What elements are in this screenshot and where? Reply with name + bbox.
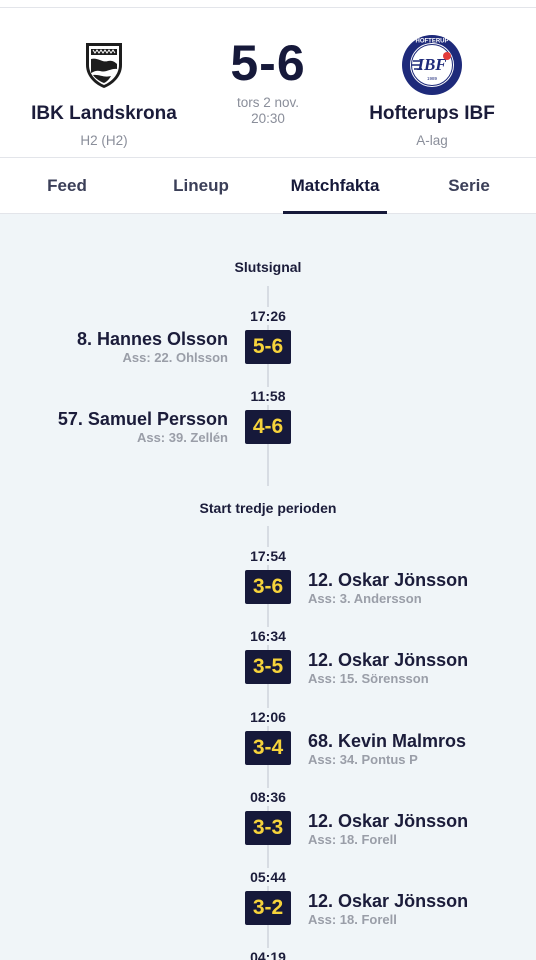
away-logo-ring-text: HOFTERUP (416, 39, 449, 45)
goal-score-badge: 3-4 (245, 731, 291, 765)
timeline-line-final (267, 286, 269, 486)
goal-time: 17:26 (218, 307, 318, 325)
away-team[interactable]: HOFTERUP IBF 1989 Hofterups IBF A-lag (332, 33, 532, 148)
away-team-league: A-lag (416, 133, 448, 148)
section-slutsignal: Slutsignal (0, 257, 536, 277)
status-bar-divider (0, 0, 536, 8)
goal-scorer[interactable]: 12. Oskar Jönsson (308, 891, 469, 911)
goal-score-badge: 3-3 (245, 811, 291, 845)
goal-scorer[interactable]: 12. Oskar Jönsson (308, 650, 469, 670)
tab-matchfakta-label: Matchfakta (290, 176, 380, 195)
goal-score-badge: 5-6 (245, 330, 291, 364)
goal-assist: Ass: 39. Zellén (136, 430, 228, 445)
match-facts-timeline[interactable]: Slutsignal 17:26 5-6 8. Hannes Olsson As… (0, 214, 536, 960)
goal-score-badge: 3-2 (245, 891, 291, 925)
goal-score-badge: 3-5 (245, 650, 291, 684)
tab-matchfakta[interactable]: Matchfakta (283, 158, 387, 214)
goal-time: 05:44 (218, 868, 318, 886)
home-team[interactable]: IBK Landskrona H2 (H2) (4, 33, 204, 148)
goal-assist: Ass: 15. Sörensson (308, 671, 429, 686)
goal-scorer[interactable]: 12. Oskar Jönsson (308, 811, 469, 831)
goal-assist: Ass: 22. Ohlsson (122, 350, 228, 365)
match-tabs: Feed Lineup Matchfakta Serie (0, 157, 536, 214)
home-team-name: IBK Landskrona (31, 103, 177, 124)
match-header: IBK Landskrona H2 (H2) 5-6 tors 2 nov. 2… (0, 9, 536, 157)
away-logo-text: IBF (416, 55, 447, 74)
goal-time: 16:34 (218, 627, 318, 645)
tab-serie[interactable]: Serie (448, 176, 490, 195)
tab-feed[interactable]: Feed (47, 176, 87, 195)
goal-assist: Ass: 34. Pontus P (308, 752, 418, 767)
goal-score-badge: 4-6 (245, 410, 291, 444)
goal-time: 12:06 (218, 708, 318, 726)
ibk-landskrona-shield-icon (72, 33, 136, 97)
goal-assist: Ass: 3. Andersson (308, 591, 422, 606)
goal-assist: Ass: 18. Forell (308, 912, 397, 927)
goal-time: 11:58 (218, 387, 318, 405)
away-logo-year: 1989 (427, 76, 438, 81)
match-date: tors 2 nov. (236, 95, 300, 110)
goal-scorer[interactable]: 12. Oskar Jönsson (308, 570, 469, 590)
goal-assist: Ass: 18. Forell (308, 832, 397, 847)
goal-scorer[interactable]: 68. Kevin Malmros (308, 731, 467, 751)
tab-lineup[interactable]: Lineup (173, 176, 229, 195)
final-score: 5-6 (230, 35, 306, 91)
goal-time: 04:19 (218, 948, 318, 960)
hofterups-ibf-badge-icon: HOFTERUP IBF 1989 (400, 33, 464, 97)
goal-time: 17:54 (218, 547, 318, 565)
away-team-name: Hofterups IBF (369, 103, 495, 124)
section-start-tredje-perioden: Start tredje perioden (0, 498, 536, 518)
match-time: 20:30 (251, 111, 285, 126)
goal-scorer[interactable]: 57. Samuel Persson (57, 409, 228, 429)
home-team-league: H2 (H2) (80, 133, 128, 148)
goal-scorer[interactable]: 8. Hannes Olsson (76, 329, 228, 349)
match-score-block: 5-6 tors 2 nov. 20:30 (168, 35, 368, 127)
goal-score-badge: 3-6 (245, 570, 291, 604)
active-tab-indicator (283, 211, 387, 214)
goal-time: 08:36 (218, 788, 318, 806)
